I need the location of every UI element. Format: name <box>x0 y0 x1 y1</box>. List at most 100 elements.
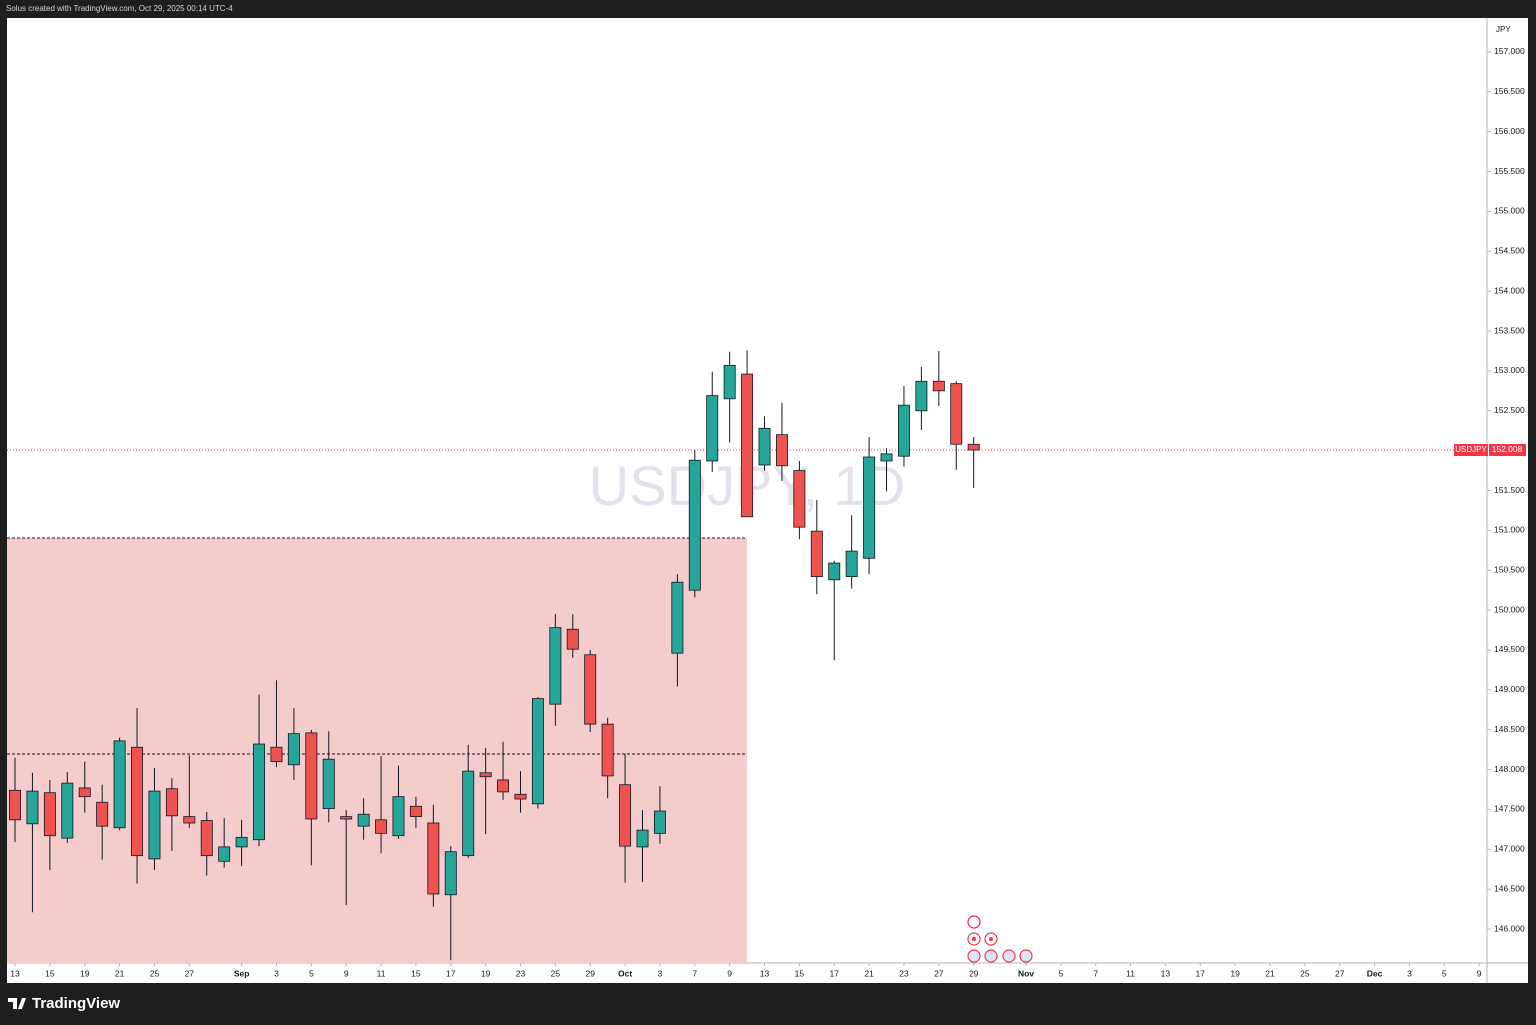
y-tick-label: 147.500 <box>1494 804 1525 814</box>
candle-body <box>444 851 457 896</box>
candle-body <box>619 784 632 847</box>
zone <box>7 537 748 963</box>
x-tick-label: 29 <box>585 968 595 978</box>
candle-body <box>322 758 335 810</box>
x-tick-label: 7 <box>1093 968 1098 978</box>
x-tick-label: 29 <box>969 968 979 978</box>
candle-body <box>741 373 754 518</box>
footer-brand: TradingView <box>32 995 120 1012</box>
candle-body <box>706 395 719 462</box>
y-tick-label: 157.000 <box>1494 46 1525 56</box>
candle-body <box>671 581 684 654</box>
candle-body <box>967 443 980 451</box>
candle-body <box>810 530 823 578</box>
x-tick-label: 13 <box>1161 968 1171 978</box>
candle-body <box>723 364 736 400</box>
candle-body <box>165 788 178 817</box>
y-tick-label: 155.500 <box>1494 166 1525 176</box>
candle-body <box>828 562 841 581</box>
event-icon <box>984 949 998 963</box>
candle-body <box>584 654 597 725</box>
candle-body <box>462 770 475 857</box>
candle-body <box>43 792 56 837</box>
candle-body <box>549 627 562 705</box>
x-tick-label: 25 <box>1300 968 1310 978</box>
y-tick-label: 149.000 <box>1494 684 1525 694</box>
y-tick-label: 151.500 <box>1494 485 1525 495</box>
x-tick-label: 5 <box>1442 968 1447 978</box>
candle-body <box>235 836 248 848</box>
last-price-label: 152.008 <box>1492 444 1523 454</box>
candle-body <box>270 746 283 762</box>
candle-body <box>305 732 318 820</box>
event-icon <box>967 915 981 929</box>
x-tick-label: 27 <box>1335 968 1345 978</box>
x-tick-label: Dec <box>1367 968 1383 978</box>
x-tick-label: 3 <box>1407 968 1412 978</box>
last-price-name: USDJPY <box>1455 445 1487 454</box>
candle-body <box>479 772 492 778</box>
x-tick-label: 9 <box>727 968 732 978</box>
x-tick-label: Sep <box>234 968 250 978</box>
candle-body <box>183 816 196 824</box>
event-icon <box>1019 949 1033 963</box>
candle-body <box>932 380 945 392</box>
x-tick-label: 23 <box>899 968 909 978</box>
candle-body <box>845 550 858 578</box>
candle-body <box>566 628 579 650</box>
candle-body <box>688 459 701 591</box>
candle-body <box>915 380 928 412</box>
candle-body <box>636 829 649 848</box>
x-tick-label: 21 <box>115 968 125 978</box>
x-tick-label: 9 <box>1477 968 1482 978</box>
x-tick-label: 21 <box>864 968 874 978</box>
x-tick-label: 3 <box>658 968 663 978</box>
y-tick-label: 153.000 <box>1494 365 1525 375</box>
x-tick-label: 25 <box>551 968 561 978</box>
footer-logo: TradingView <box>8 995 120 1012</box>
y-tick-label: 154.000 <box>1494 285 1525 295</box>
candle-body <box>253 743 266 841</box>
candle-body <box>497 779 510 793</box>
event-icons <box>967 915 1033 963</box>
x-tick-label: 15 <box>45 968 55 978</box>
candle-body <box>375 819 388 834</box>
x-tick-label: 27 <box>185 968 195 978</box>
candle-body <box>531 698 544 805</box>
x-tick-label: 13 <box>760 968 770 978</box>
candle-body <box>148 790 161 860</box>
y-tick-label: 156.000 <box>1494 126 1525 136</box>
y-tick-label: 146.500 <box>1494 883 1525 893</box>
candle-body <box>775 434 788 467</box>
candle-body <box>880 453 893 462</box>
candle-body <box>653 810 666 834</box>
x-tick-label: 23 <box>516 968 526 978</box>
event-icon <box>1002 949 1016 963</box>
candle-body <box>950 383 963 445</box>
x-tick-label: 5 <box>1058 968 1063 978</box>
candle-body <box>61 782 74 839</box>
y-tick-label: 148.000 <box>1494 764 1525 774</box>
x-tick-label: 17 <box>1196 968 1206 978</box>
candle-body <box>863 456 876 559</box>
last-price-name-box <box>1454 443 1488 456</box>
x-tick-label: 15 <box>411 968 421 978</box>
candle-body <box>514 793 527 800</box>
currency: JPY <box>1496 25 1511 34</box>
header: Solus created with TradingView.com, Oct … <box>6 4 233 13</box>
x-tick-label: 13 <box>10 968 20 978</box>
candle-body <box>200 820 213 857</box>
candle-body <box>409 805 422 818</box>
x-tick-label: 15 <box>795 968 805 978</box>
y-tick-label: 154.500 <box>1494 246 1525 256</box>
event-icon <box>967 949 981 963</box>
y-tick-label: 149.500 <box>1494 644 1525 654</box>
candle-body <box>340 816 353 820</box>
y-tick-label: 150.000 <box>1494 604 1525 614</box>
y-tick-label: 153.500 <box>1494 325 1525 335</box>
candle-body <box>427 822 440 895</box>
x-tick-label: Oct <box>618 968 632 978</box>
y-tick-label: 156.500 <box>1494 86 1525 96</box>
